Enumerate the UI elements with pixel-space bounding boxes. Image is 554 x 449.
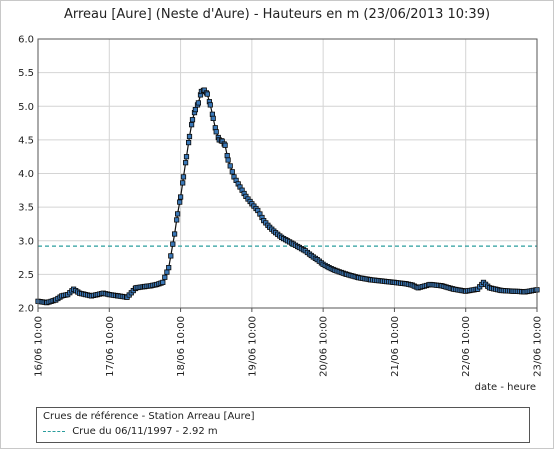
data-point: [224, 152, 230, 159]
plot-border: [37, 38, 538, 309]
y-tick-label: 2.0: [18, 304, 34, 315]
data-point: [188, 122, 195, 128]
data-point: [180, 174, 187, 180]
y-tick-label: 4.5: [18, 135, 34, 146]
data-point: [170, 241, 176, 247]
y-tick-label: 5.5: [18, 68, 34, 79]
data-point: [183, 154, 190, 160]
x-tick-label: 22/06 10:00: [461, 316, 472, 377]
axes: 2.0 2.5 3.0 3.5 4.0 4.5 5.0 5.5 6.0 16/06 10:00 17…: [18, 35, 543, 377]
data-point: [229, 169, 235, 175]
data-point: [174, 217, 180, 223]
data-point: [177, 199, 183, 205]
data-point: [195, 100, 201, 106]
data-point: [160, 279, 166, 286]
x-tick-label: 18/06 10:00: [176, 316, 187, 377]
data-point: [213, 129, 219, 135]
legend-item-label: Crue du 06/11/1997 - 2.92 m: [72, 426, 218, 437]
y-tick-label: 6.0: [18, 35, 34, 46]
data-point: [171, 231, 178, 237]
data-point: [189, 117, 196, 123]
legend-swatch: [43, 430, 65, 432]
data-point: [185, 139, 192, 146]
data-point: [204, 91, 210, 97]
data-point: [225, 157, 231, 163]
y-tick-label: 5.0: [18, 102, 34, 113]
data-point: [222, 142, 228, 148]
data-point: [227, 163, 233, 169]
data-point: [162, 274, 168, 280]
data-point: [177, 194, 184, 200]
data-point: [207, 102, 213, 108]
x-tick-label: 23/06 10:00: [533, 316, 544, 377]
x-tick-label: 16/06 10:00: [34, 316, 45, 377]
data-point: [180, 180, 186, 186]
data-point: [164, 269, 170, 275]
data-point: [210, 115, 216, 121]
y-tick-label: 2.5: [18, 270, 34, 281]
data-point: [192, 107, 198, 113]
legend-item: Crue du 06/11/1997 - 2.92 m: [43, 426, 218, 437]
series-line: [37, 89, 538, 304]
data-point: [186, 133, 193, 140]
x-tick-label: 17/06 10:00: [105, 316, 116, 377]
data-point: [174, 211, 181, 217]
grid: [37, 38, 538, 309]
x-axis-label: date - heure: [474, 382, 536, 393]
legend: Crues de référence - Station Arreau [Aur…: [36, 407, 530, 443]
legend-title: Crues de référence - Station Arreau [Aur…: [43, 411, 255, 422]
y-tick-label: 3.5: [18, 203, 34, 214]
data-point: [168, 253, 174, 259]
x-tick-label: 19/06 10:00: [247, 316, 258, 377]
data-point: [182, 160, 189, 166]
x-tick-label: 21/06 10:00: [390, 316, 401, 377]
series-layer: [35, 87, 540, 306]
y-tick-label: 3.0: [18, 236, 34, 247]
chart-title: Arreau [Aure] (Neste d'Aure) - Hauteurs …: [63, 7, 491, 22]
y-tick-label: 4.0: [18, 169, 34, 180]
data-point: [166, 264, 172, 271]
x-tick-label: 20/06 10:00: [319, 316, 330, 377]
